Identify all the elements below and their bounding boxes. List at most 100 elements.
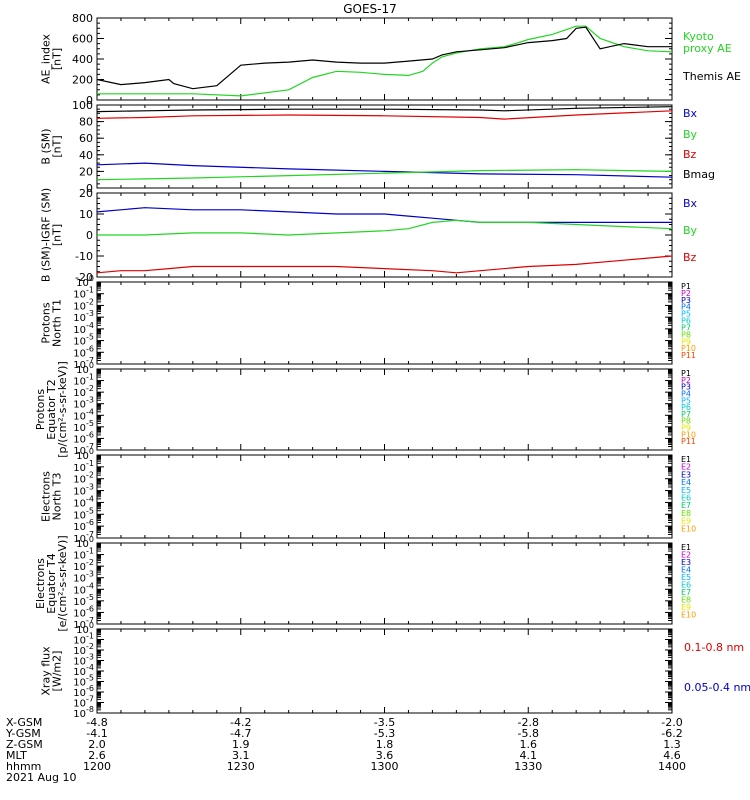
panel-frame bbox=[96, 192, 673, 278]
ephemeris-value: -4.7 bbox=[230, 727, 251, 740]
y-tick-exponent: -6 bbox=[86, 344, 94, 353]
y-tick-exponent: -5 bbox=[86, 419, 94, 428]
legend-channel: E6 bbox=[681, 494, 691, 503]
y-tick-label: 0 bbox=[86, 229, 93, 242]
legend-channel: E6 bbox=[681, 581, 691, 590]
series-line-bx bbox=[96, 207, 672, 223]
legend-channel: E1 bbox=[681, 455, 691, 464]
panel-frame bbox=[96, 17, 673, 101]
y-axis-label: Xray flux bbox=[40, 646, 53, 696]
series-line-bx bbox=[96, 162, 673, 178]
ephemeris-row-label: Y-GSM bbox=[5, 727, 41, 740]
ephemeris-value: 1.6 bbox=[520, 738, 538, 751]
legend-channel: P6 bbox=[681, 403, 691, 412]
legend-channel: E4 bbox=[681, 478, 691, 487]
y-axis-label: [nT] bbox=[51, 48, 64, 70]
y-tick-exponent: -1 bbox=[86, 373, 94, 382]
legend-entry: Bz bbox=[683, 251, 697, 264]
y-tick-exponent: -5 bbox=[86, 333, 94, 342]
y-tick-exponent: -4 bbox=[86, 321, 94, 330]
y-axis-label: [W/m2] bbox=[51, 651, 64, 692]
panel-frame bbox=[96, 281, 673, 365]
legend-channel: E8 bbox=[681, 509, 691, 518]
y-tick-label: 0 bbox=[86, 94, 93, 107]
legend-channel: P8 bbox=[681, 417, 691, 426]
y-tick-exponent: -7 bbox=[86, 530, 94, 539]
legend-entry: Bx bbox=[683, 107, 698, 120]
y-tick-label: 800 bbox=[72, 12, 93, 25]
ephemeris-value: -5.8 bbox=[518, 727, 539, 740]
y-tick-exponent: -6 bbox=[86, 604, 94, 613]
legend-channel: P10 bbox=[681, 344, 696, 353]
y-tick-exponent: -4 bbox=[86, 663, 94, 672]
ephemeris-value: 2.0 bbox=[88, 738, 106, 751]
y-tick-exponent: -8 bbox=[86, 705, 94, 714]
y-tick-exponent: -3 bbox=[86, 653, 94, 662]
legend-channel: E9 bbox=[681, 603, 691, 612]
y-axis-label: [p/(cm²-s-sr-keV)] bbox=[56, 361, 69, 458]
panel-frame bbox=[96, 104, 673, 189]
y-tick-exponent: -6 bbox=[86, 430, 94, 439]
y-tick-exponent: -5 bbox=[86, 593, 94, 602]
y-tick-exponent: -3 bbox=[86, 483, 94, 492]
legend-entry: By bbox=[683, 128, 698, 141]
panel-b_igrf: B (SM)-IGRF (SM)[nT] -20 -10 0 10 20 Bx By Bz bbox=[40, 187, 698, 284]
legend-channel: P9 bbox=[681, 424, 691, 433]
y-tick-exponent: -1 bbox=[86, 547, 94, 556]
y-tick-label: 10 bbox=[79, 208, 93, 221]
y-tick-exponent: -2 bbox=[86, 642, 94, 651]
y-tick-label: 40 bbox=[79, 149, 93, 162]
y-tick-label: 20 bbox=[79, 187, 93, 200]
legend-channel: E2 bbox=[681, 463, 691, 472]
ephemeris-date: 2021 Aug 10 bbox=[6, 771, 76, 784]
legend-channel: P3 bbox=[681, 296, 691, 305]
ephemeris-value: 2.6 bbox=[88, 749, 106, 762]
legend-channel: E10 bbox=[681, 611, 696, 620]
y-axis-label: [nT] bbox=[51, 224, 64, 246]
ephemeris-row-label: MLT bbox=[6, 749, 27, 762]
legend-channel: E5 bbox=[681, 573, 691, 582]
legend-channel: P10 bbox=[681, 430, 696, 439]
panel-b_sm: B (SM)[nT] 0 20 40 60 80 100 Bx By Bz Bmag bbox=[40, 99, 716, 195]
legend-entry: Kyoto bbox=[683, 30, 714, 43]
legend-channel: E7 bbox=[681, 588, 691, 597]
legend-entry: Themis AE bbox=[682, 70, 741, 83]
y-tick-exponent: -3 bbox=[86, 396, 94, 405]
y-tick-exponent: -7 bbox=[86, 356, 94, 365]
ephemeris-row-label: X-GSM bbox=[6, 716, 42, 729]
y-tick-label: 100 bbox=[72, 99, 93, 112]
y-tick-exponent: -3 bbox=[86, 309, 94, 318]
y-axis-label: AE_index bbox=[40, 33, 53, 84]
y-tick-exponent: 0 bbox=[89, 361, 94, 370]
y-tick-label: -20 bbox=[75, 271, 93, 284]
legend-entry: 0.1-0.8 nm bbox=[684, 641, 744, 654]
ephemeris-value: -2.0 bbox=[661, 716, 682, 729]
ephemeris-table: X-GSM -4.8 -4.2 -3.5 -2.8 -2.0 Y-GSM -4.1 -4.7 -5… bbox=[5, 716, 686, 784]
legend-channel: E10 bbox=[681, 524, 696, 533]
legend-channel: E3 bbox=[681, 470, 691, 479]
ephemeris-value: 3.1 bbox=[232, 749, 250, 762]
series-line-themis-ae bbox=[96, 26, 672, 90]
legend-channel: P5 bbox=[681, 310, 691, 319]
y-tick-exponent: -2 bbox=[86, 558, 94, 567]
plot-title: GOES-17 bbox=[343, 2, 397, 16]
ephemeris-value: 1230 bbox=[227, 760, 255, 773]
panel-frame bbox=[96, 368, 673, 451]
legend-entry: 0.05-0.4 nm bbox=[684, 681, 750, 694]
panel-frame bbox=[96, 454, 673, 539]
ephemeris-value: -6.2 bbox=[661, 727, 682, 740]
ephemeris-value: -3.5 bbox=[374, 716, 395, 729]
y-tick-exponent: 0 bbox=[89, 535, 94, 544]
series-line-bmag bbox=[96, 106, 673, 113]
ephemeris-value: 1.8 bbox=[376, 738, 394, 751]
legend-channel: E8 bbox=[681, 596, 691, 605]
legend-channel: P9 bbox=[681, 337, 691, 346]
series-line-bz bbox=[96, 255, 673, 274]
y-tick-exponent: -2 bbox=[86, 297, 94, 306]
legend-channel: E9 bbox=[681, 517, 691, 526]
